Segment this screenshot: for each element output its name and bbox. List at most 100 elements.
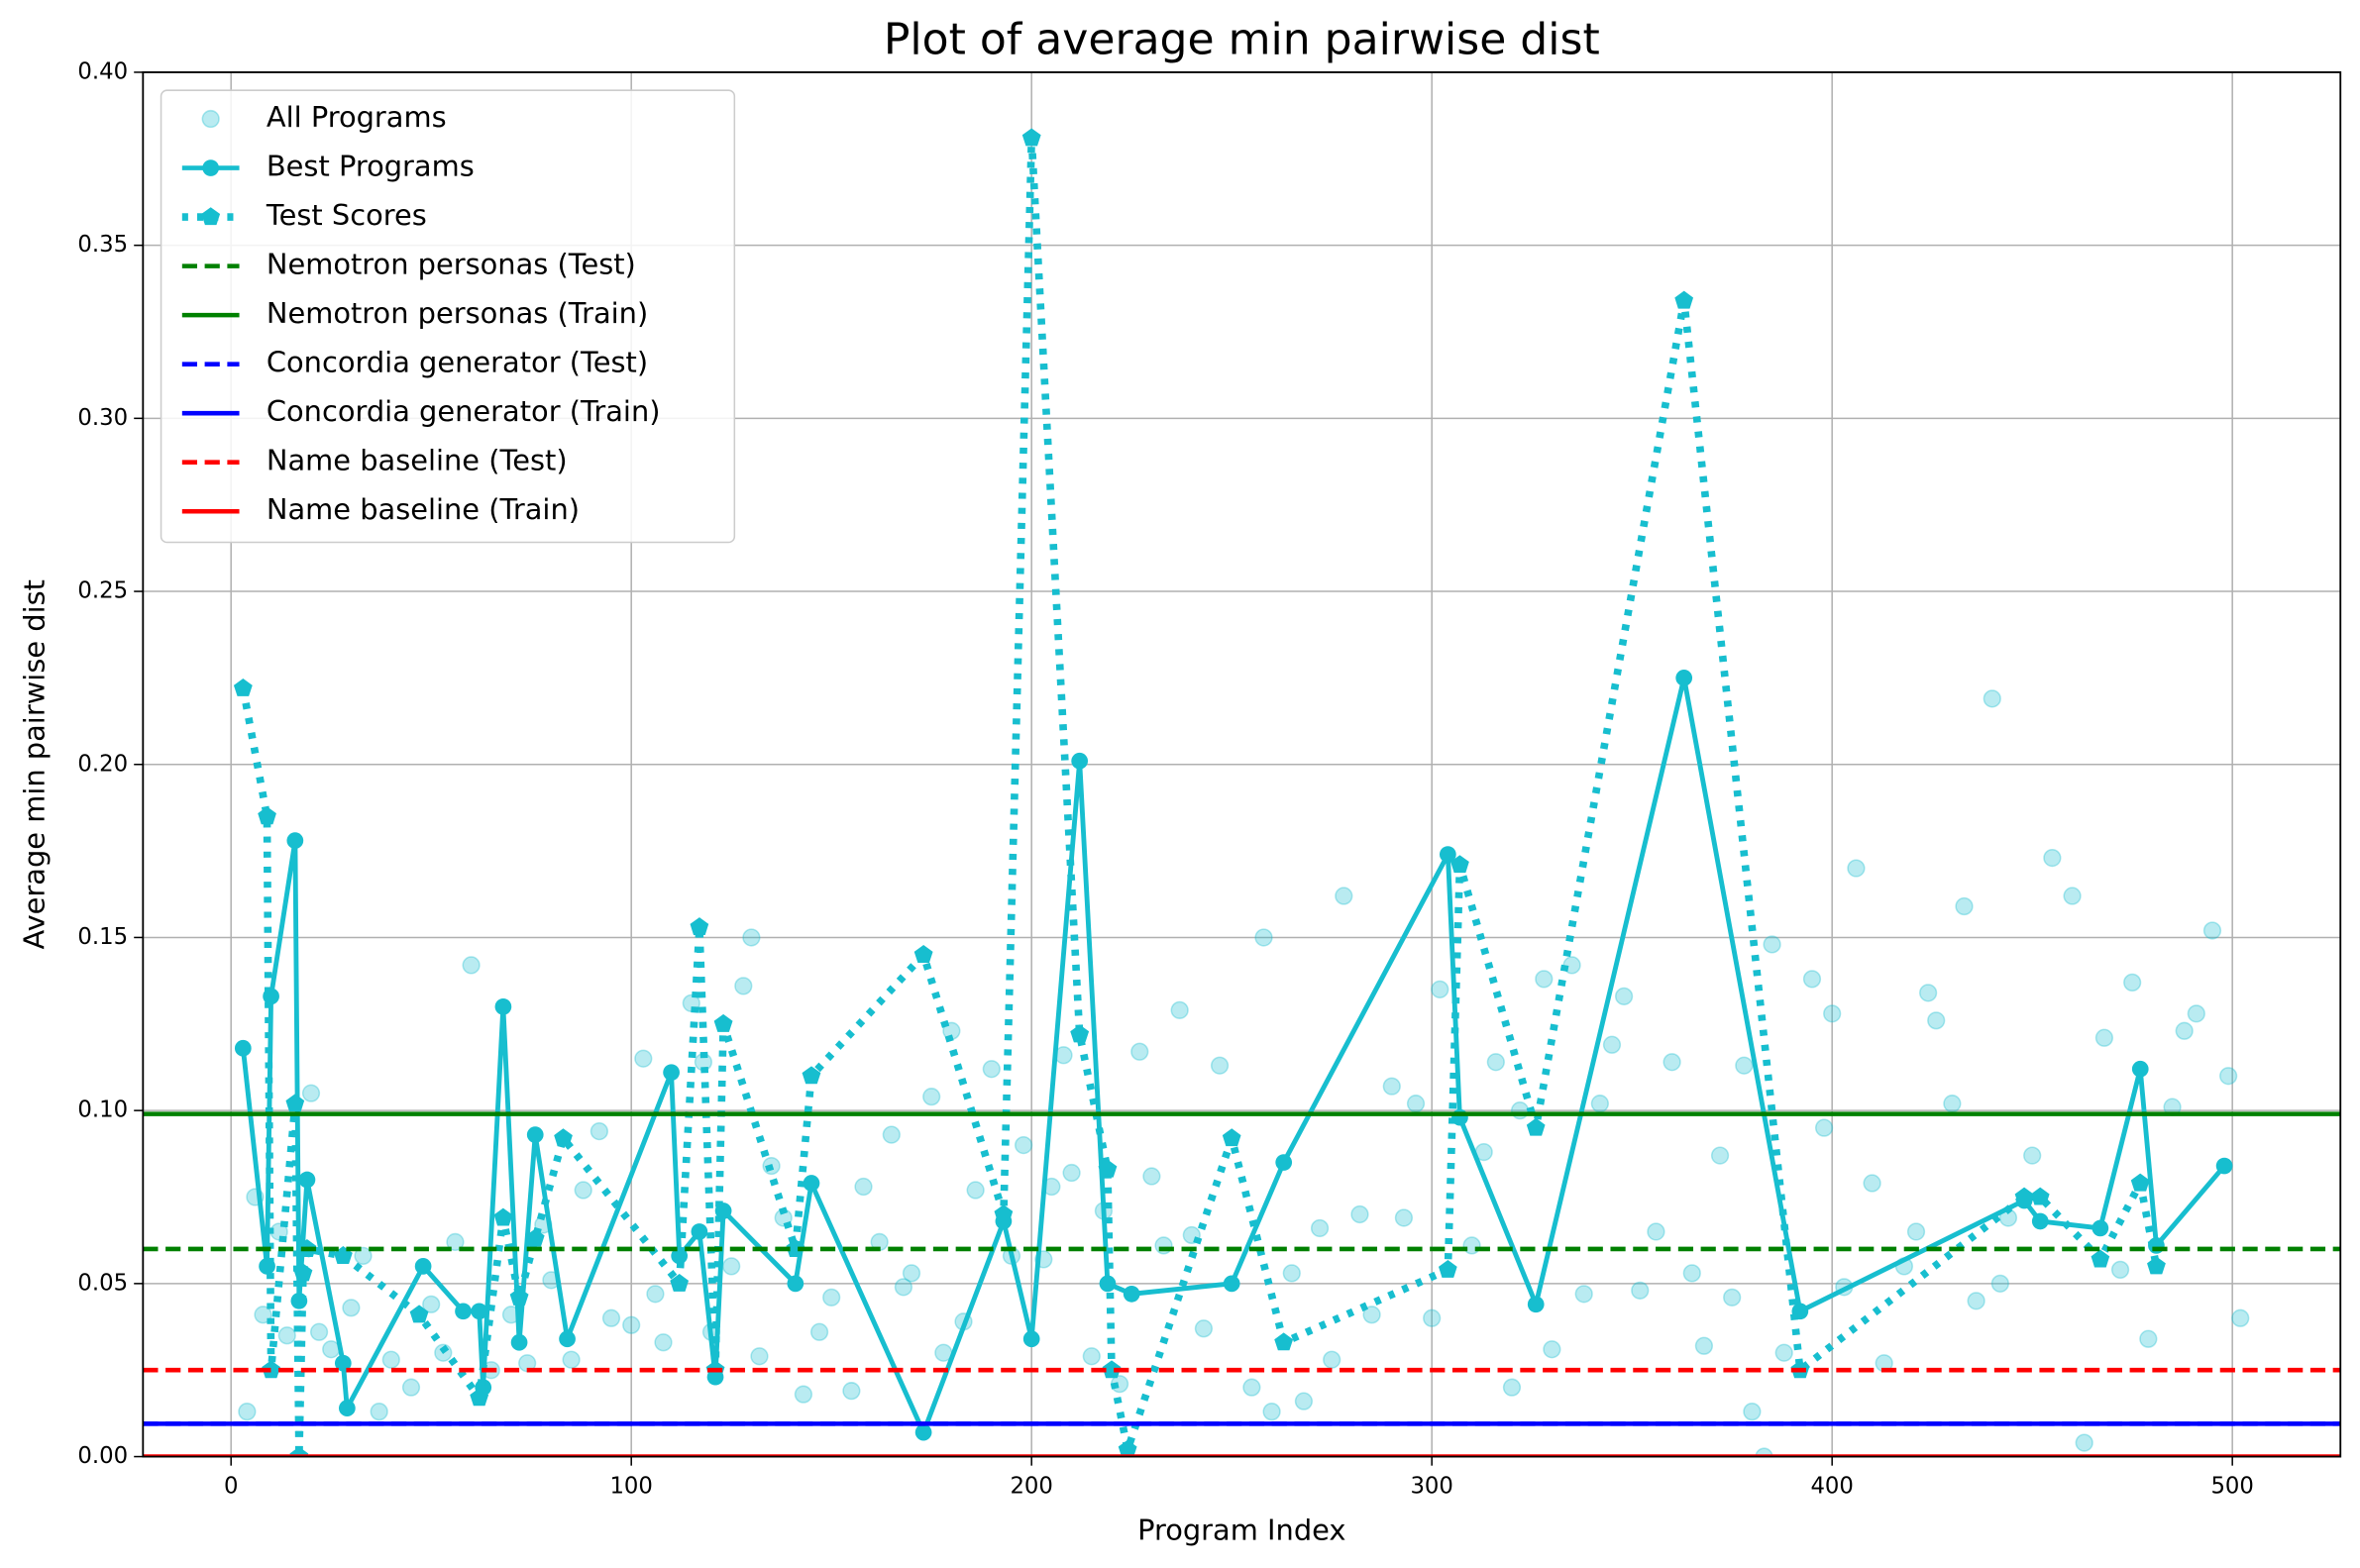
x-tick-label: 100 — [609, 1473, 652, 1499]
y-tick-label: 0.00 — [77, 1443, 128, 1469]
scatter-point — [1823, 1004, 1842, 1023]
marker — [409, 1305, 429, 1323]
x-axis-label: Program Index — [1137, 1514, 1345, 1547]
legend: All Programs Best Programs Test Scores Nemo… — [160, 89, 736, 544]
scatter-point — [1486, 1053, 1505, 1072]
marker — [713, 1013, 733, 1032]
scatter-point — [2139, 1329, 2158, 1348]
marker — [258, 806, 276, 825]
scatter-point — [1535, 970, 1554, 989]
scatter-point — [2023, 1146, 2042, 1165]
scatter-point — [1254, 928, 1273, 947]
x-tick-label: 200 — [1010, 1473, 1052, 1499]
marker — [1102, 1360, 1122, 1379]
scatter-point — [722, 1257, 741, 1276]
marker — [334, 1354, 352, 1372]
scatter-point — [2187, 1004, 2205, 1023]
y-tick-label: 0.40 — [77, 58, 128, 84]
scatter-point — [809, 1322, 829, 1341]
scatter-point — [1955, 896, 1974, 916]
y-tick-label: 0.35 — [77, 232, 128, 258]
marker — [1021, 128, 1041, 147]
scatter-point — [1423, 1308, 1442, 1327]
scatter-point — [1774, 1343, 1793, 1362]
scatter-point — [309, 1322, 329, 1341]
marker — [2014, 1187, 2034, 1205]
marker — [470, 1388, 489, 1407]
scatter-point — [654, 1333, 673, 1352]
legend-label: All Programs — [267, 100, 447, 134]
scatter-point — [1082, 1347, 1101, 1366]
scatter-point — [742, 928, 761, 947]
legend-label: Nemotron personas (Test) — [267, 248, 636, 281]
scatter-point — [1723, 1288, 1742, 1307]
scatter-point — [822, 1288, 841, 1307]
scatter-point — [1310, 1218, 1330, 1238]
scatter-point — [1927, 1011, 1946, 1030]
marker — [2092, 1219, 2109, 1237]
scatter-point — [1919, 984, 1938, 1002]
scatter-point — [1362, 1306, 1381, 1324]
legend-label: Nemotron personas (Train) — [267, 296, 648, 330]
scatter-point — [1194, 1319, 1214, 1338]
marker — [286, 832, 304, 849]
y-tick-label: 0.15 — [77, 924, 128, 950]
scatter-point — [2123, 973, 2142, 992]
legend-label: Concordia generator (Test) — [267, 346, 648, 379]
scatter-point — [794, 1385, 813, 1404]
scatter-point — [1394, 1208, 1414, 1227]
scatter-point — [966, 1181, 985, 1200]
marker — [510, 1333, 528, 1351]
legend-swatch — [201, 109, 220, 129]
scatter-point — [1543, 1340, 1561, 1359]
marker — [2215, 1157, 2233, 1175]
legend-label: Concordia generator (Train) — [267, 394, 661, 428]
scatter-point — [894, 1278, 913, 1297]
marker — [233, 679, 253, 696]
scatter-point — [2063, 887, 2082, 905]
scatter-point — [342, 1299, 361, 1317]
scatter-point — [2219, 1067, 2238, 1086]
scatter-point — [2094, 1028, 2114, 1047]
scatter-point — [1943, 1095, 1962, 1113]
marker — [298, 1171, 316, 1189]
scatter-point — [1602, 1035, 1622, 1054]
marker — [1123, 1285, 1140, 1303]
marker — [1223, 1275, 1240, 1293]
scatter-point — [1682, 1264, 1701, 1283]
scatter-point — [646, 1285, 665, 1304]
y-tick-label: 0.25 — [77, 578, 128, 604]
axes: 0 100 200 300 400 500 0.00 0.05 0.10 0.15 0.20 0.25… — [77, 58, 2253, 1499]
scatter-point — [1863, 1174, 1881, 1193]
scatter-point — [2110, 1260, 2130, 1279]
scatter-point — [1510, 1101, 1530, 1120]
marker — [262, 1360, 281, 1379]
scatter-point — [1631, 1281, 1650, 1300]
marker — [201, 207, 221, 226]
marker — [1274, 1332, 1294, 1351]
scatter-point — [1663, 1053, 1681, 1072]
marker — [787, 1275, 805, 1293]
marker — [202, 159, 220, 176]
marker — [1527, 1296, 1545, 1313]
marker — [455, 1303, 472, 1320]
scatter-point — [1983, 689, 2001, 708]
marker — [554, 1128, 573, 1147]
scatter-point — [622, 1315, 641, 1334]
marker — [471, 1303, 488, 1320]
x-tick-label: 300 — [1410, 1473, 1452, 1499]
scatter-point — [854, 1177, 873, 1197]
marker — [691, 1223, 708, 1240]
scatter-point — [1282, 1264, 1301, 1283]
y-tick-label: 0.30 — [77, 405, 128, 431]
scatter-point — [1242, 1378, 1261, 1397]
marker — [1275, 1154, 1293, 1171]
scatter-point — [277, 1326, 296, 1345]
scatter-point — [1647, 1222, 1665, 1241]
scatter-point — [1154, 1236, 1173, 1255]
legend-label: Test Scores — [266, 198, 427, 232]
marker — [663, 1064, 680, 1082]
marker — [289, 1446, 309, 1457]
marker — [526, 1126, 544, 1143]
scatter-point — [601, 1308, 621, 1327]
